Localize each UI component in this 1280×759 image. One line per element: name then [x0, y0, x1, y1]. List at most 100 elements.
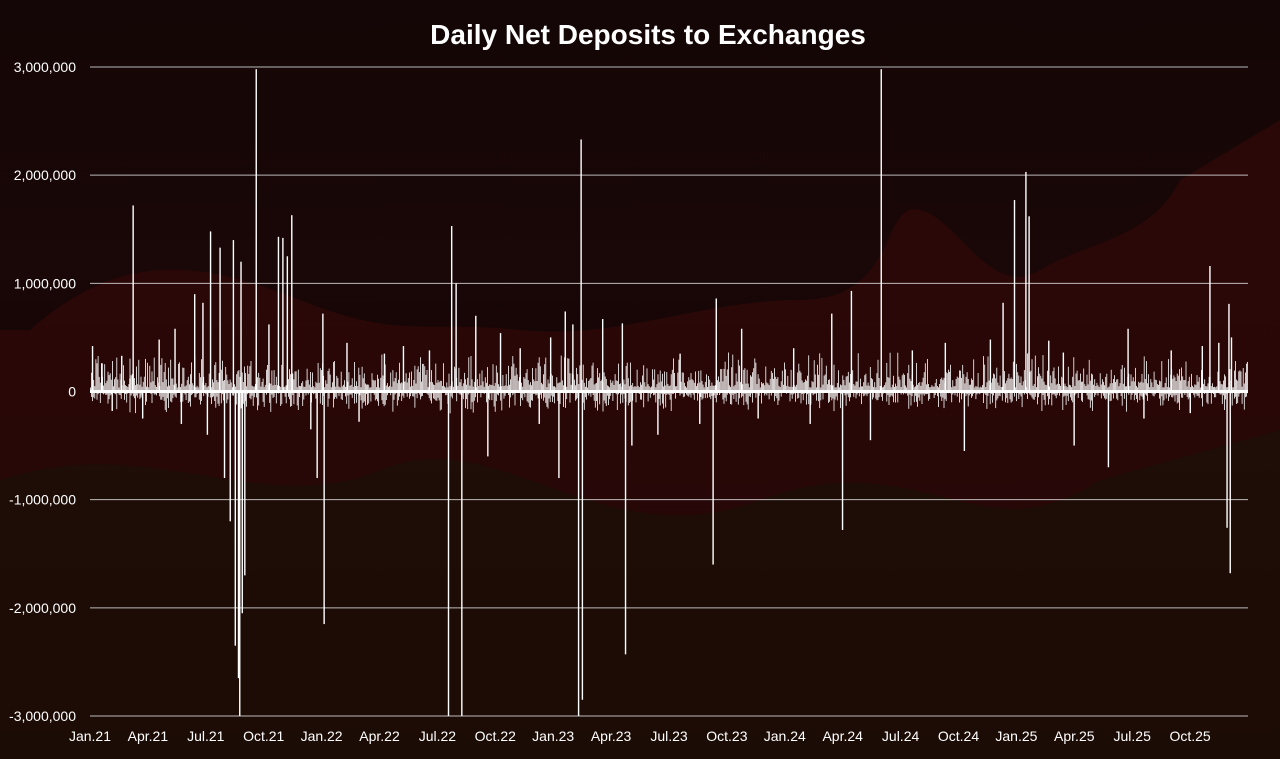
bar-noise	[249, 366, 251, 392]
bar-noise	[1150, 379, 1152, 392]
bar-noise	[838, 370, 839, 392]
bar	[209, 231, 212, 392]
bar-noise	[475, 375, 476, 392]
bar-noise	[1105, 376, 1107, 392]
bar-noise	[778, 391, 780, 401]
bar-noise	[1154, 379, 1156, 392]
bar-noise	[1083, 368, 1085, 392]
bar-noise	[1133, 391, 1135, 401]
bar-noise	[1241, 391, 1243, 404]
bar-noise	[1186, 391, 1188, 397]
bar-noise	[1136, 391, 1137, 399]
bar-noise	[917, 391, 918, 407]
bar-noise	[416, 391, 418, 399]
bar	[111, 391, 113, 411]
bar-noise	[1147, 391, 1148, 401]
bar-noise	[1243, 383, 1245, 392]
bar-noise	[416, 369, 418, 392]
bar-noise	[1176, 391, 1178, 404]
bar-noise	[908, 391, 910, 409]
bar-noise	[1076, 370, 1078, 392]
bar-noise	[635, 391, 637, 403]
bar-noise	[486, 382, 487, 392]
bar-noise	[273, 370, 275, 392]
bar-noise	[810, 387, 812, 392]
bar-noise	[1044, 384, 1046, 392]
bar-noise	[731, 367, 733, 392]
bar-noise	[558, 382, 560, 392]
bar-noise	[373, 391, 375, 395]
bar-noise	[629, 391, 630, 403]
bar-noise	[297, 391, 299, 410]
bar-noise	[655, 391, 657, 403]
bar-noise	[1135, 367, 1136, 392]
x-tick-label: Oct.24	[938, 728, 979, 744]
bar-noise	[246, 391, 247, 407]
bar-noise	[402, 391, 404, 396]
bar-noise	[975, 385, 977, 392]
bar-noise	[1235, 361, 1236, 392]
bar-noise	[659, 370, 661, 392]
bar-noise	[1064, 383, 1066, 392]
bar-noise	[608, 391, 609, 405]
bar-noise	[146, 391, 147, 402]
bar-noise	[379, 387, 381, 392]
bar-noise	[545, 391, 547, 403]
bar-noise	[605, 379, 607, 392]
bar-noise	[878, 391, 880, 398]
bar-noise	[834, 387, 836, 392]
bar-noise	[1229, 369, 1231, 392]
bar-noise	[1043, 391, 1045, 400]
bar-noise	[910, 391, 912, 406]
bar-noise	[273, 391, 275, 397]
bar-noise	[135, 385, 136, 392]
x-tick-label: Jan.24	[764, 728, 806, 744]
bar-noise	[333, 362, 334, 392]
bar-noise	[103, 385, 104, 392]
bar-noise	[132, 391, 134, 397]
bar-noise	[1190, 387, 1191, 392]
bar	[572, 324, 574, 392]
bar-noise	[768, 391, 770, 400]
bar-noise	[382, 375, 384, 392]
bar-noise	[481, 370, 483, 392]
bar-noise	[766, 382, 768, 392]
bar-noise	[835, 391, 837, 397]
bar-noise	[236, 391, 238, 405]
bar-noise	[1241, 386, 1243, 392]
bar-noise	[1160, 381, 1162, 392]
bar-noise	[200, 377, 201, 392]
bar-noise	[959, 370, 960, 392]
bar-noise	[1245, 391, 1246, 398]
bar-noise	[148, 387, 150, 392]
bar-noise	[1152, 391, 1154, 396]
bar-noise	[785, 369, 786, 392]
bar-noise	[107, 371, 109, 392]
bar-noise	[973, 359, 975, 392]
bar-noise	[924, 363, 926, 392]
bar-noise	[1193, 387, 1195, 392]
bar-noise	[564, 357, 565, 392]
bar-noise	[812, 391, 814, 396]
bar-noise	[904, 374, 905, 392]
y-tick-label: 3,000,000	[14, 59, 76, 75]
bar-noise	[888, 377, 890, 392]
bar-noise	[890, 391, 892, 396]
bar-noise	[918, 383, 920, 392]
bar-noise	[844, 391, 846, 396]
bar-noise	[1121, 391, 1123, 406]
bar-noise	[1077, 391, 1079, 398]
bar	[487, 391, 489, 457]
bar-noise	[1234, 391, 1235, 399]
bar-noise	[264, 384, 266, 392]
bar-noise	[476, 387, 477, 392]
bar-noise	[93, 380, 95, 392]
bar-noise	[548, 383, 550, 392]
bar-noise	[1047, 391, 1048, 397]
bar-noise	[807, 375, 808, 392]
bar-noise	[1228, 360, 1230, 392]
bar-noise	[102, 376, 103, 392]
bar-noise	[1016, 363, 1017, 392]
bar-noise	[649, 391, 651, 398]
bar-noise	[976, 386, 978, 392]
